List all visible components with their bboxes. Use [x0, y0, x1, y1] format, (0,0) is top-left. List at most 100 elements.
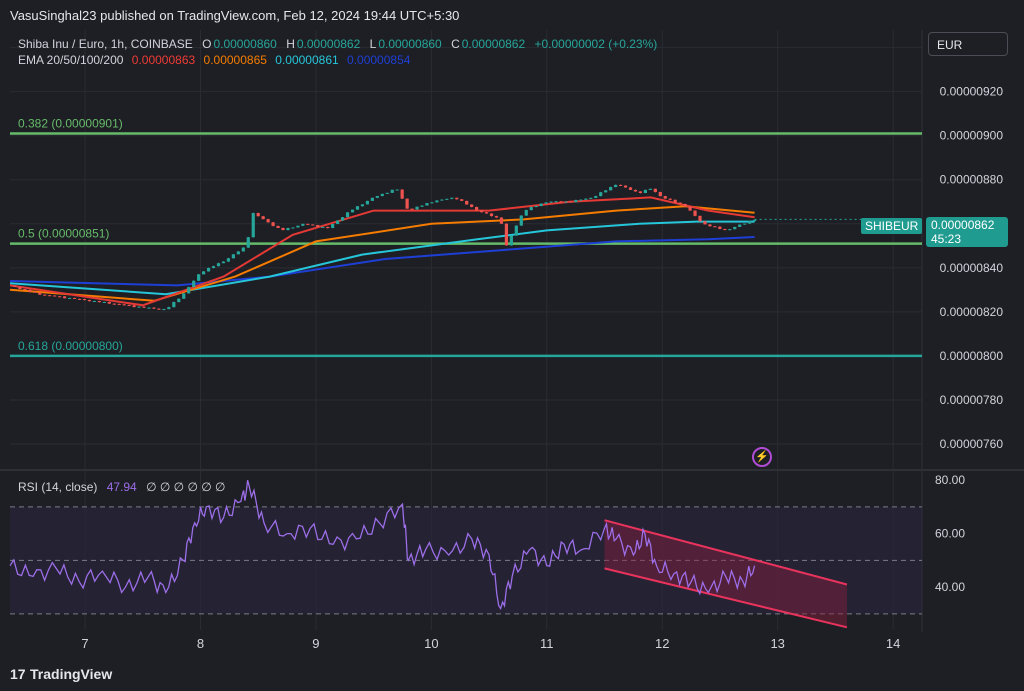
candle-body — [405, 198, 409, 209]
candle-body — [246, 237, 250, 248]
candle-body — [718, 226, 722, 229]
candle-body — [321, 226, 325, 228]
candle-body — [539, 203, 543, 207]
candle-body — [728, 229, 732, 231]
candle-body — [738, 224, 742, 227]
tradingview-logo: 17 TradingView — [10, 666, 112, 682]
currency-selector[interactable]: EUR — [928, 32, 1008, 56]
candle-body — [748, 221, 752, 224]
candle-body — [455, 197, 459, 200]
candle-body — [38, 292, 42, 295]
candle-body — [92, 300, 96, 302]
candle-body — [33, 291, 37, 293]
candle-body — [703, 221, 707, 225]
candle-body — [112, 303, 116, 305]
candle-body — [564, 201, 568, 203]
candle-body — [688, 206, 692, 211]
price-axis: 0.00000760 0.00000780 0.00000800 0.00000820… — [940, 85, 1004, 451]
time-tick-label: 12 — [655, 636, 669, 651]
time-tick-label: 11 — [540, 636, 554, 651]
rsi-label: RSI (14, close) — [18, 480, 98, 494]
channel-lower — [604, 567, 848, 629]
tv-logo-icon: 17 — [10, 666, 26, 682]
candle-body — [231, 254, 235, 259]
candle-body — [623, 185, 628, 188]
candle-body — [425, 203, 429, 206]
candle-body — [475, 206, 479, 211]
candle-body — [579, 199, 583, 201]
symbol-legend: Shiba Inu / Euro, 1h, COINBASE O 0.000008… — [18, 37, 659, 51]
candle-body — [435, 200, 439, 203]
candle-body — [499, 217, 504, 224]
candle-body — [18, 286, 22, 290]
time-axis: 7 8 9 10 11 12 13 14 — [81, 636, 900, 651]
candle-body — [584, 198, 588, 200]
fib-label: 0.5 (0.00000851) — [18, 227, 109, 241]
last-price: 0.00000862 — [931, 218, 995, 232]
symbol-name: Shiba Inu / Euro, 1h, COINBASE — [18, 37, 193, 51]
candle-body — [97, 300, 101, 303]
candle-body — [410, 208, 414, 210]
candle-body — [604, 190, 608, 193]
candle-body — [569, 201, 573, 203]
candle-body — [301, 223, 305, 226]
bar-countdown: 45:23 — [931, 232, 962, 246]
candle-body — [529, 207, 533, 211]
time-tick-label: 13 — [770, 636, 784, 651]
candle-body — [87, 299, 92, 302]
candle-body — [162, 309, 166, 311]
candle-body — [658, 192, 662, 197]
candle-body — [311, 224, 315, 226]
high-label: H — [286, 37, 295, 51]
candle-body — [415, 206, 419, 210]
candle-body — [350, 209, 355, 213]
candle-body — [226, 258, 231, 262]
candle-body — [713, 226, 717, 228]
candle-body — [13, 285, 17, 287]
ema200-value: 0.00000854 — [347, 53, 411, 67]
rsi-legend: RSI (14, close) 47.94 ∅ ∅ ∅ ∅ ∅ ∅ — [18, 480, 227, 494]
candle-body — [206, 267, 211, 272]
candle-body — [152, 307, 156, 309]
candle-body — [127, 305, 131, 307]
price-tick-label: 0.00000820 — [940, 305, 1004, 319]
candle-body — [544, 202, 548, 204]
candle-body — [450, 197, 454, 199]
open-value: 0.00000860 — [213, 37, 277, 51]
candle-body — [326, 226, 330, 229]
channel-upper — [604, 519, 848, 586]
rsi-value: 47.94 — [106, 480, 137, 494]
candle-body — [53, 295, 57, 297]
candle-body — [197, 274, 201, 281]
candle-body — [48, 295, 52, 297]
candle-body — [445, 198, 449, 200]
candle-body — [524, 210, 528, 216]
rsi-tick-label: 80.00 — [935, 473, 965, 487]
candle-body — [67, 297, 72, 299]
rsi-panel — [9, 480, 922, 629]
price-tick-label: 0.00000880 — [940, 173, 1004, 187]
candle-body — [142, 306, 146, 308]
close-label: C — [451, 37, 460, 51]
candle-body — [211, 266, 216, 268]
candle-body — [286, 228, 290, 231]
candle-body — [514, 225, 518, 236]
price-tick-label: 0.00000840 — [940, 261, 1004, 275]
price-tick-label: 0.00000800 — [940, 349, 1004, 363]
flash-icon[interactable]: ⚡ — [752, 447, 772, 467]
close-value: 0.00000862 — [461, 37, 526, 51]
candle-body — [708, 224, 712, 227]
candle-body — [460, 199, 464, 201]
candle-body — [420, 205, 424, 207]
candle-body — [648, 188, 652, 190]
brand-name: TradingView — [30, 666, 113, 682]
candle-body — [440, 199, 444, 201]
open-label: O — [202, 37, 212, 51]
candle-body — [216, 263, 221, 267]
candle-body — [753, 219, 757, 222]
candle-body — [370, 197, 374, 201]
candle-body — [72, 297, 77, 299]
candle-body — [574, 200, 578, 203]
candle-body — [266, 219, 270, 223]
candle-body — [395, 189, 399, 191]
